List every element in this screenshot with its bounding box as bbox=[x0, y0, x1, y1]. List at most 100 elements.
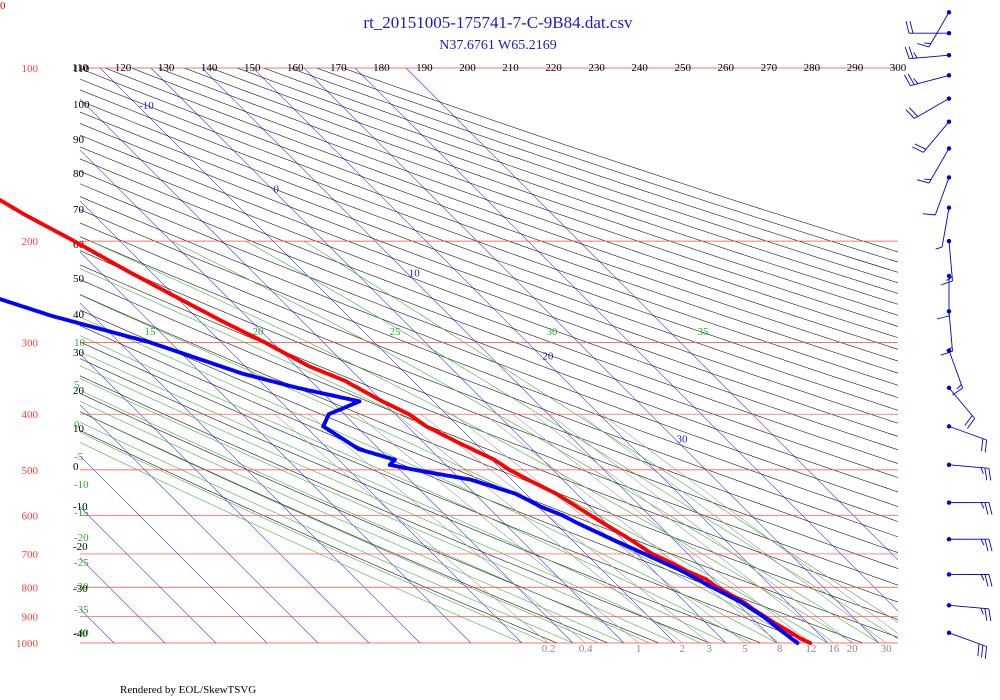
left-scale-label: -20 bbox=[73, 541, 88, 553]
top-temperature-label: 280 bbox=[804, 62, 821, 74]
wind-barb-staff bbox=[928, 12, 950, 48]
moist-adiabat-label: 0 bbox=[74, 419, 80, 431]
wind-barb bbox=[946, 500, 993, 515]
top-temperature-label: 160 bbox=[287, 62, 304, 74]
wind-barb-flag bbox=[984, 608, 988, 621]
isotherm-line bbox=[80, 200, 523, 643]
dry-adiabat bbox=[131, 68, 898, 339]
dry-adiabat bbox=[80, 430, 558, 643]
dry-adiabat bbox=[80, 358, 761, 643]
wind-barb-staff bbox=[948, 425, 987, 441]
pressure-label: 500 bbox=[22, 465, 39, 477]
top-temperature-label: 170 bbox=[330, 62, 347, 74]
temperature-trace-point bbox=[0, 198, 2, 203]
dry-adiabat bbox=[80, 294, 898, 620]
wind-barb-flag bbox=[981, 438, 984, 452]
dry-adiabat bbox=[342, 68, 898, 253]
wind-barb-flag bbox=[964, 415, 973, 426]
top-temperature-label: 200 bbox=[459, 62, 476, 74]
moist-adiabat-label: 25 bbox=[390, 326, 402, 338]
dry-adiabat bbox=[80, 222, 898, 538]
dry-adiabat bbox=[80, 411, 609, 643]
wind-barb-staff bbox=[928, 148, 950, 184]
wind-barb-flag bbox=[980, 467, 984, 475]
pressure-label: 1000 bbox=[16, 638, 39, 650]
isotherm-line bbox=[303, 68, 880, 643]
dry-adiabat bbox=[184, 68, 898, 316]
wind-barb-flag bbox=[916, 179, 930, 184]
mixing-ratio-label: 0.2 bbox=[542, 643, 556, 655]
moist-adiabat-label: 5 bbox=[74, 379, 80, 391]
top-temperature-label: 210 bbox=[502, 62, 519, 74]
wind-barb-flag bbox=[967, 418, 976, 429]
top-temperature-label: 300 bbox=[890, 62, 907, 74]
left-scale-label: 70 bbox=[73, 204, 85, 216]
moist-adiabat-label: -5 bbox=[74, 451, 84, 463]
wind-barb-flag bbox=[904, 46, 910, 59]
left-scale-label: 30 bbox=[73, 347, 85, 359]
dry-adiabat bbox=[316, 68, 898, 263]
wind-barb-flag bbox=[914, 143, 927, 150]
isotherm-line bbox=[80, 404, 319, 643]
wind-barb-flag bbox=[935, 246, 943, 250]
left-scale-label: 20 bbox=[73, 385, 85, 397]
dry-adiabat bbox=[80, 146, 898, 451]
wind-barb bbox=[946, 572, 993, 587]
left-scale-label: 50 bbox=[73, 273, 85, 285]
grid-lines bbox=[80, 68, 898, 643]
mixing-ratio-label: 5 bbox=[742, 643, 748, 655]
wind-barb-flag bbox=[913, 78, 919, 84]
wind-barb-staff bbox=[914, 98, 950, 119]
mixing-ratio-line bbox=[274, 413, 549, 643]
pressure-label: 600 bbox=[22, 510, 39, 522]
wind-barb-flag bbox=[984, 574, 989, 587]
dry-adiabat bbox=[80, 279, 898, 603]
temperature-trace bbox=[0, 198, 813, 645]
dry-adiabat bbox=[80, 209, 898, 522]
wind-barbs bbox=[904, 10, 993, 659]
wind-barb bbox=[935, 205, 952, 250]
wind-barb-flag bbox=[984, 646, 988, 659]
isotherm-label: 30 bbox=[677, 434, 689, 446]
wind-barb-dot bbox=[946, 309, 952, 314]
dry-adiabat bbox=[105, 68, 898, 350]
wind-barb bbox=[916, 146, 952, 184]
wind-barb bbox=[916, 10, 952, 48]
dry-adiabat bbox=[80, 250, 898, 569]
left-scale-label: -10 bbox=[73, 501, 88, 513]
isotherm-line bbox=[80, 506, 217, 643]
top-temperature-label: 250 bbox=[674, 62, 691, 74]
corner-label: 0 bbox=[0, 0, 6, 12]
moist-adiabat-label: 20 bbox=[253, 326, 265, 338]
wind-barb bbox=[946, 630, 988, 659]
wind-barb-staff bbox=[948, 632, 987, 647]
left-scale-label: 0 bbox=[73, 461, 79, 473]
wind-barb-dot bbox=[946, 273, 952, 279]
top-temperature-label: 290 bbox=[847, 62, 864, 74]
moist-adiabat-label: -10 bbox=[74, 479, 89, 491]
isotherm-label: 10 bbox=[409, 268, 421, 280]
mixing-ratio-label: 0.4 bbox=[579, 643, 593, 655]
wind-barb-flag bbox=[907, 73, 915, 85]
moist-adiabat-label: -25 bbox=[74, 557, 89, 569]
wind-barb-flag bbox=[908, 46, 914, 59]
wind-barb-flag bbox=[988, 502, 993, 515]
left-scale-label: 110 bbox=[73, 63, 90, 75]
dry-adiabat bbox=[80, 158, 898, 464]
top-temperature-label: 150 bbox=[244, 62, 261, 74]
dry-adiabat bbox=[157, 68, 898, 327]
dry-adiabat bbox=[80, 78, 898, 374]
chart-title: rt_20151005-175741-7-C-9B84.dat.csv bbox=[363, 13, 633, 32]
isotherm-line bbox=[80, 608, 115, 643]
wind-barb-flag bbox=[988, 539, 993, 552]
dry-adiabat bbox=[80, 170, 898, 478]
left-scale-label: 90 bbox=[73, 134, 85, 146]
wind-barb-flag bbox=[904, 74, 911, 86]
wind-barb bbox=[946, 462, 992, 481]
pressure-label: 200 bbox=[22, 236, 39, 248]
mixing-ratio-line bbox=[420, 413, 710, 643]
moist-adiabat bbox=[80, 389, 650, 643]
footer-credit: Rendered by EOL/SkewTSVG bbox=[120, 684, 256, 696]
top-temperature-label: 260 bbox=[718, 62, 735, 74]
